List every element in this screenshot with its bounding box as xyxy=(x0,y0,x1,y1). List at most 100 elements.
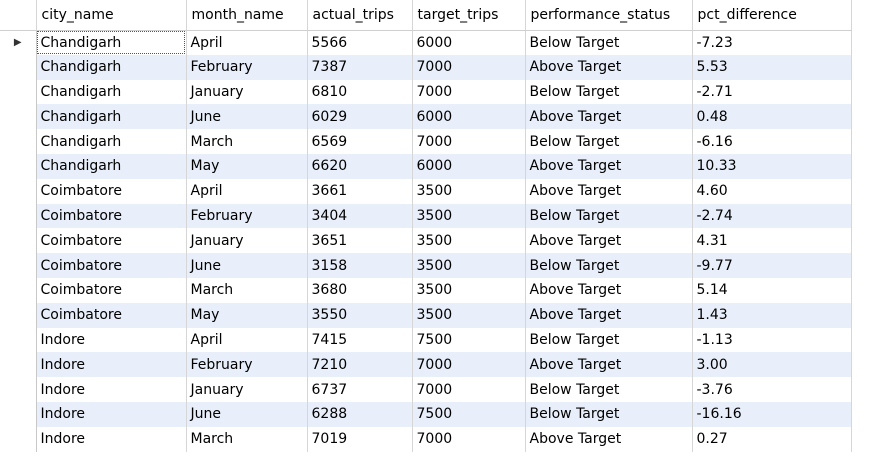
cell-city-name[interactable]: Coimbatore xyxy=(35,228,187,254)
cell-target-trips[interactable]: 7000 xyxy=(412,377,526,402)
cell-pct-difference[interactable]: 5.14 xyxy=(692,277,852,303)
cell-actual-trips[interactable]: 6620 xyxy=(307,153,413,179)
table-row[interactable]: Indore April 7415 7500 Below Target -1.13 xyxy=(0,327,852,353)
cell-city-name[interactable]: Chandigarh xyxy=(35,153,187,179)
cell-month-name[interactable]: January xyxy=(186,228,308,254)
table-row[interactable]: Coimbatore June 3158 3500 Below Target -9.77 xyxy=(0,253,852,278)
row-selector[interactable] xyxy=(0,153,37,179)
cell-city-name[interactable]: Chandigarh xyxy=(35,54,187,80)
cell-pct-difference[interactable]: -7.23 xyxy=(692,30,852,55)
cell-performance-status[interactable]: Below Target xyxy=(525,203,693,229)
row-header-corner[interactable] xyxy=(0,0,37,31)
cell-actual-trips[interactable]: 3651 xyxy=(307,228,413,254)
cell-month-name[interactable]: May xyxy=(186,302,308,328)
row-selector[interactable] xyxy=(0,79,37,105)
cell-actual-trips[interactable]: 6288 xyxy=(307,401,413,427)
cell-city-name[interactable]: Indore xyxy=(35,352,187,378)
cell-actual-trips[interactable]: 6810 xyxy=(307,79,413,105)
cell-actual-trips[interactable]: 6737 xyxy=(307,377,413,402)
row-selector[interactable] xyxy=(0,203,37,229)
cell-target-trips[interactable]: 6000 xyxy=(412,30,526,55)
cell-month-name[interactable]: March xyxy=(186,277,308,303)
row-selector[interactable] xyxy=(0,401,37,427)
cell-performance-status[interactable]: Below Target xyxy=(525,253,693,278)
row-selector[interactable] xyxy=(0,277,37,303)
cell-pct-difference[interactable]: 10.33 xyxy=(692,153,852,179)
cell-performance-status[interactable]: Below Target xyxy=(525,401,693,427)
cell-pct-difference[interactable]: 0.27 xyxy=(692,426,852,452)
cell-actual-trips[interactable]: 3404 xyxy=(307,203,413,229)
cell-actual-trips[interactable]: 5566 xyxy=(307,30,413,55)
table-row[interactable]: Coimbatore February 3404 3500 Below Target -2… xyxy=(0,203,852,229)
cell-target-trips[interactable]: 6000 xyxy=(412,104,526,130)
table-row[interactable]: Chandigarh February 7387 7000 Above Target 5.… xyxy=(0,54,852,80)
cell-pct-difference[interactable]: 4.31 xyxy=(692,228,852,254)
table-row[interactable]: Chandigarh May 6620 6000 Above Target 10.33 xyxy=(0,153,852,179)
row-selector[interactable] xyxy=(0,352,37,378)
cell-city-name[interactable]: Coimbatore xyxy=(35,178,187,204)
column-header-pct-difference[interactable]: pct_difference xyxy=(692,0,852,31)
cell-pct-difference[interactable]: -2.71 xyxy=(692,79,852,105)
cell-month-name[interactable]: February xyxy=(186,203,308,229)
cell-target-trips[interactable]: 3500 xyxy=(412,203,526,229)
cell-actual-trips[interactable]: 3550 xyxy=(307,302,413,328)
cell-performance-status[interactable]: Above Target xyxy=(525,104,693,130)
cell-target-trips[interactable]: 7500 xyxy=(412,401,526,427)
cell-month-name[interactable]: January xyxy=(186,79,308,105)
cell-performance-status[interactable]: Above Target xyxy=(525,426,693,452)
table-row[interactable]: Indore February 7210 7000 Above Target 3.00 xyxy=(0,352,852,378)
cell-city-name[interactable]: Indore xyxy=(35,327,187,353)
table-row[interactable]: ▶ Chandigarh April 5566 6000 Below Target -7.2… xyxy=(0,30,852,55)
table-row[interactable]: Coimbatore March 3680 3500 Above Target 5.14 xyxy=(0,277,852,303)
cell-month-name[interactable]: June xyxy=(186,253,308,278)
cell-city-name[interactable]: Indore xyxy=(35,426,187,452)
table-row[interactable]: Coimbatore January 3651 3500 Above Target 4.3… xyxy=(0,228,852,254)
cell-pct-difference[interactable]: -16.16 xyxy=(692,401,852,427)
cell-city-name[interactable]: Chandigarh xyxy=(35,79,187,105)
cell-pct-difference[interactable]: 3.00 xyxy=(692,352,852,378)
cell-month-name[interactable]: February xyxy=(186,54,308,80)
cell-actual-trips[interactable]: 7019 xyxy=(307,426,413,452)
cell-pct-difference[interactable]: 1.43 xyxy=(692,302,852,328)
row-selector[interactable] xyxy=(0,178,37,204)
cell-city-name[interactable]: Indore xyxy=(35,377,187,402)
cell-pct-difference[interactable]: -9.77 xyxy=(692,253,852,278)
row-selector[interactable] xyxy=(0,54,37,80)
cell-pct-difference[interactable]: -3.76 xyxy=(692,377,852,402)
cell-performance-status[interactable]: Above Target xyxy=(525,153,693,179)
cell-target-trips[interactable]: 7500 xyxy=(412,327,526,353)
cell-performance-status[interactable]: Below Target xyxy=(525,30,693,55)
cell-pct-difference[interactable]: 4.60 xyxy=(692,178,852,204)
row-selector[interactable] xyxy=(0,426,37,452)
cell-city-name[interactable]: Chandigarh xyxy=(35,129,187,154)
cell-city-name[interactable]: Chandigarh xyxy=(35,104,187,130)
column-header-month-name[interactable]: month_name xyxy=(186,0,308,31)
cell-actual-trips[interactable]: 3680 xyxy=(307,277,413,303)
row-selector[interactable] xyxy=(0,327,37,353)
cell-month-name[interactable]: March xyxy=(186,426,308,452)
cell-target-trips[interactable]: 3500 xyxy=(412,302,526,328)
cell-month-name[interactable]: May xyxy=(186,153,308,179)
table-row[interactable]: Indore March 7019 7000 Above Target 0.27 xyxy=(0,426,852,452)
cell-target-trips[interactable]: 3500 xyxy=(412,253,526,278)
cell-performance-status[interactable]: Above Target xyxy=(525,178,693,204)
cell-actual-trips[interactable]: 6569 xyxy=(307,129,413,154)
cell-pct-difference[interactable]: 0.48 xyxy=(692,104,852,130)
column-header-target-trips[interactable]: target_trips xyxy=(412,0,526,31)
cell-month-name[interactable]: April xyxy=(186,327,308,353)
table-row[interactable]: Indore January 6737 7000 Below Target -3.76 xyxy=(0,377,852,402)
column-header-city-name[interactable]: city_name xyxy=(36,0,187,31)
cell-month-name[interactable]: January xyxy=(186,377,308,402)
row-selector[interactable] xyxy=(0,104,37,130)
cell-pct-difference[interactable]: -2.74 xyxy=(692,203,852,229)
cell-target-trips[interactable]: 7000 xyxy=(412,54,526,80)
cell-target-trips[interactable]: 6000 xyxy=(412,153,526,179)
cell-target-trips[interactable]: 7000 xyxy=(412,79,526,105)
cell-target-trips[interactable]: 3500 xyxy=(412,178,526,204)
cell-actual-trips[interactable]: 7415 xyxy=(307,327,413,353)
cell-pct-difference[interactable]: 5.53 xyxy=(692,54,852,80)
cell-performance-status[interactable]: Above Target xyxy=(525,228,693,254)
cell-pct-difference[interactable]: -6.16 xyxy=(692,129,852,154)
cell-month-name[interactable]: March xyxy=(186,129,308,154)
